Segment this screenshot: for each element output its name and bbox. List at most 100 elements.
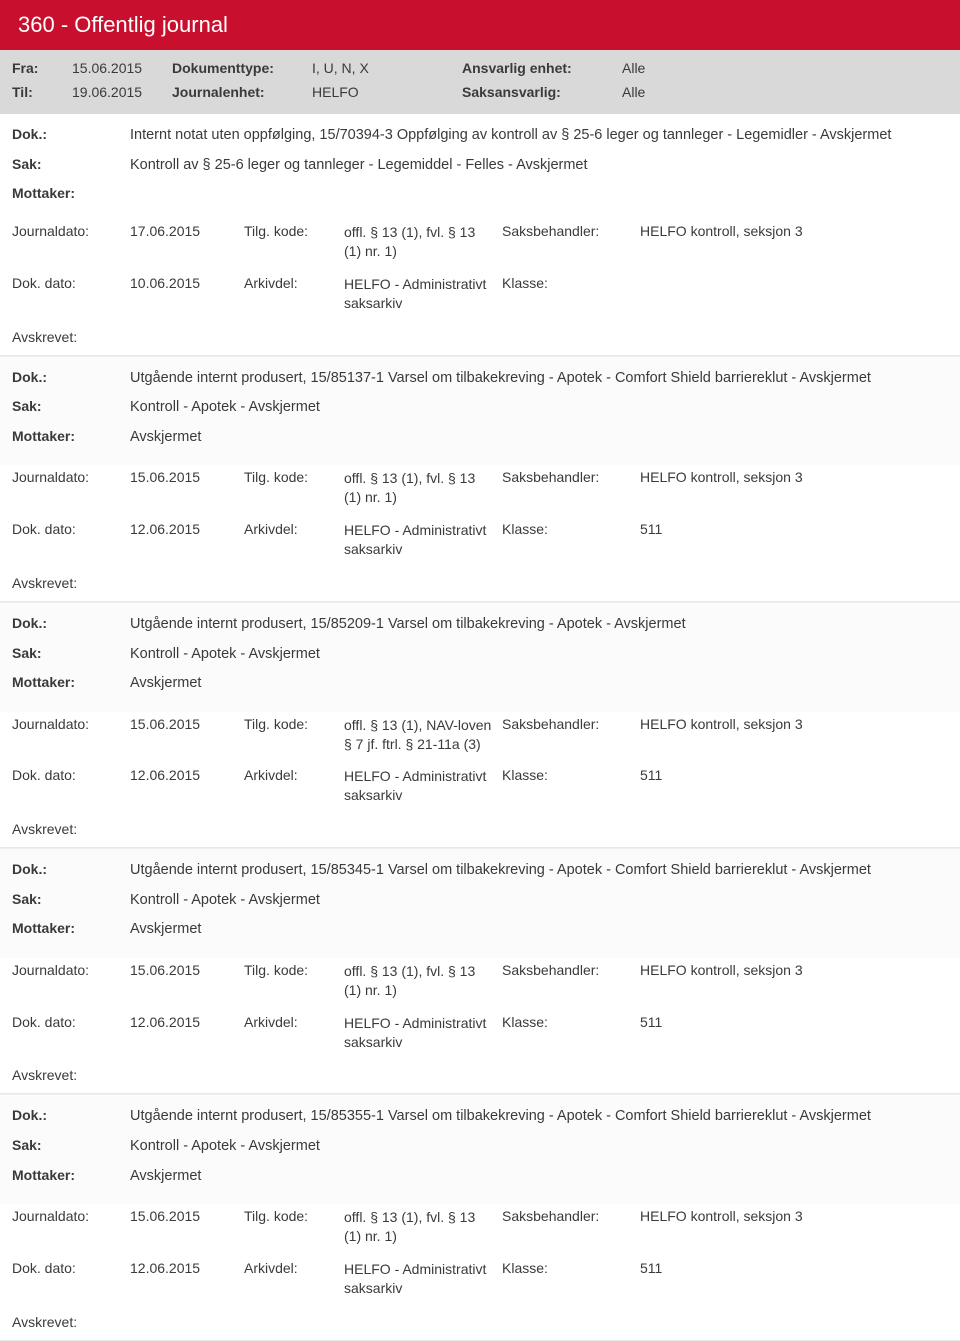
entry-arkivdel: HELFO - Administrativt saksarkiv — [344, 275, 492, 313]
entry-dok: Utgående internt produsert, 15/85355-1 V… — [130, 1107, 948, 1127]
entry-journaldato: 17.06.2015 — [130, 223, 234, 239]
label-klasse: Klasse: — [502, 521, 630, 537]
entry-mottaker: Avskjermet — [130, 674, 948, 694]
label-fra: Fra: — [12, 60, 72, 76]
journal-entry: Dok.: Utgående internt produsert, 15/853… — [0, 848, 960, 1094]
label-mottaker: Mottaker: — [12, 428, 120, 444]
label-journaldato: Journaldato: — [12, 716, 120, 732]
entry-mottaker: Avskjermet — [130, 1167, 948, 1187]
label-dok: Dok.: — [12, 615, 120, 631]
entry-sak: Kontroll - Apotek - Avskjermet — [130, 645, 948, 665]
journal-entry: Dok.: Utgående internt produsert, 15/853… — [0, 1094, 960, 1340]
label-dok: Dok.: — [12, 1107, 120, 1123]
entry-dok-dato: 12.06.2015 — [130, 1260, 234, 1276]
label-dok-dato: Dok. dato: — [12, 275, 120, 291]
entry-sak: Kontroll - Apotek - Avskjermet — [130, 891, 948, 911]
label-klasse: Klasse: — [502, 275, 630, 291]
label-journaldato: Journaldato: — [12, 962, 120, 978]
journal-entry: Dok.: Utgående internt produsert, 15/852… — [0, 602, 960, 848]
label-dok: Dok.: — [12, 861, 120, 877]
label-saksbehandler: Saksbehandler: — [502, 1208, 630, 1224]
label-til: Til: — [12, 84, 72, 100]
entry-arkivdel: HELFO - Administrativt saksarkiv — [344, 1014, 492, 1052]
entry-saksbehandler: HELFO kontroll, seksjon 3 — [640, 1208, 948, 1224]
label-klasse: Klasse: — [502, 767, 630, 783]
entry-sak: Kontroll - Apotek - Avskjermet — [130, 1137, 948, 1157]
label-mottaker: Mottaker: — [12, 185, 120, 201]
entry-dok: Utgående internt produsert, 15/85209-1 V… — [130, 615, 948, 635]
entry-journaldato: 15.06.2015 — [130, 962, 234, 978]
label-journaldato: Journaldato: — [12, 223, 120, 239]
label-tilg-kode: Tilg. kode: — [244, 1208, 334, 1224]
label-tilg-kode: Tilg. kode: — [244, 223, 334, 239]
entry-dok-dato: 10.06.2015 — [130, 275, 234, 291]
entry-dok: Utgående internt produsert, 15/85137-1 V… — [130, 369, 948, 389]
entry-dok-dato: 12.06.2015 — [130, 767, 234, 783]
entry-saksbehandler: HELFO kontroll, seksjon 3 — [640, 223, 948, 239]
entry-journaldato: 15.06.2015 — [130, 469, 234, 485]
entry-klasse: 511 — [640, 521, 948, 537]
label-journaldato: Journaldato: — [12, 469, 120, 485]
label-arkivdel: Arkivdel: — [244, 1260, 334, 1276]
entry-klasse: 511 — [640, 767, 948, 783]
label-dok: Dok.: — [12, 369, 120, 385]
entry-tilg-kode: offl. § 13 (1), fvl. § 13 (1) nr. 1) — [344, 962, 492, 1000]
label-saksansvarlig: Saksansvarlig: — [462, 84, 622, 100]
label-dokumenttype: Dokumenttype: — [172, 60, 312, 76]
label-tilg-kode: Tilg. kode: — [244, 962, 334, 978]
label-arkivdel: Arkivdel: — [244, 275, 334, 291]
label-dok: Dok.: — [12, 126, 120, 142]
entry-journaldato: 15.06.2015 — [130, 1208, 234, 1224]
entry-mottaker: Avskjermet — [130, 428, 948, 448]
journal-entry: Dok.: Internt notat uten oppfølging, 15/… — [0, 114, 960, 356]
label-sak: Sak: — [12, 398, 120, 414]
label-arkivdel: Arkivdel: — [244, 521, 334, 537]
label-saksbehandler: Saksbehandler: — [502, 716, 630, 732]
label-arkivdel: Arkivdel: — [244, 1014, 334, 1030]
meta-saksansvarlig: Alle — [622, 84, 742, 100]
entry-journaldato: 15.06.2015 — [130, 716, 234, 732]
label-journalenhet: Journalenhet: — [172, 84, 312, 100]
label-mottaker: Mottaker: — [12, 920, 120, 936]
entry-arkivdel: HELFO - Administrativt saksarkiv — [344, 1260, 492, 1298]
label-sak: Sak: — [12, 645, 120, 661]
label-dok-dato: Dok. dato: — [12, 1260, 120, 1276]
label-tilg-kode: Tilg. kode: — [244, 469, 334, 485]
label-sak: Sak: — [12, 156, 120, 172]
label-arkivdel: Arkivdel: — [244, 767, 334, 783]
entry-sak: Kontroll av § 25-6 leger og tannleger - … — [130, 156, 948, 176]
label-klasse: Klasse: — [502, 1260, 630, 1276]
label-avskrevet: Avskrevet: — [0, 567, 960, 601]
label-mottaker: Mottaker: — [12, 674, 120, 690]
entry-dok: Internt notat uten oppfølging, 15/70394-… — [130, 126, 948, 146]
entry-klasse: 511 — [640, 1014, 948, 1030]
label-saksbehandler: Saksbehandler: — [502, 469, 630, 485]
label-saksbehandler: Saksbehandler: — [502, 223, 630, 239]
label-ansvarlig-enhet: Ansvarlig enhet: — [462, 60, 622, 76]
entry-tilg-kode: offl. § 13 (1), fvl. § 13 (1) nr. 1) — [344, 1208, 492, 1246]
label-avskrevet: Avskrevet: — [0, 813, 960, 847]
label-avskrevet: Avskrevet: — [0, 321, 960, 355]
meta-bar: Fra: 15.06.2015 Dokumenttype: I, U, N, X… — [0, 50, 960, 114]
label-avskrevet: Avskrevet: — [0, 1059, 960, 1093]
entry-arkivdel: HELFO - Administrativt saksarkiv — [344, 521, 492, 559]
label-journaldato: Journaldato: — [12, 1208, 120, 1224]
label-sak: Sak: — [12, 891, 120, 907]
meta-dokumenttype: I, U, N, X — [312, 60, 462, 76]
label-dok-dato: Dok. dato: — [12, 521, 120, 537]
meta-journalenhet: HELFO — [312, 84, 462, 100]
entry-tilg-kode: offl. § 13 (1), NAV-loven § 7 jf. ftrl. … — [344, 716, 492, 754]
label-dok-dato: Dok. dato: — [12, 1014, 120, 1030]
meta-fra: 15.06.2015 — [72, 60, 172, 76]
entry-sak: Kontroll - Apotek - Avskjermet — [130, 398, 948, 418]
meta-til: 19.06.2015 — [72, 84, 172, 100]
label-dok-dato: Dok. dato: — [12, 767, 120, 783]
entry-saksbehandler: HELFO kontroll, seksjon 3 — [640, 469, 948, 485]
entry-mottaker: Avskjermet — [130, 920, 948, 940]
entry-dok-dato: 12.06.2015 — [130, 521, 234, 537]
entry-tilg-kode: offl. § 13 (1), fvl. § 13 (1) nr. 1) — [344, 469, 492, 507]
label-klasse: Klasse: — [502, 1014, 630, 1030]
entry-dok: Utgående internt produsert, 15/85345-1 V… — [130, 861, 948, 881]
entry-tilg-kode: offl. § 13 (1), fvl. § 13 (1) nr. 1) — [344, 223, 492, 261]
entry-saksbehandler: HELFO kontroll, seksjon 3 — [640, 962, 948, 978]
